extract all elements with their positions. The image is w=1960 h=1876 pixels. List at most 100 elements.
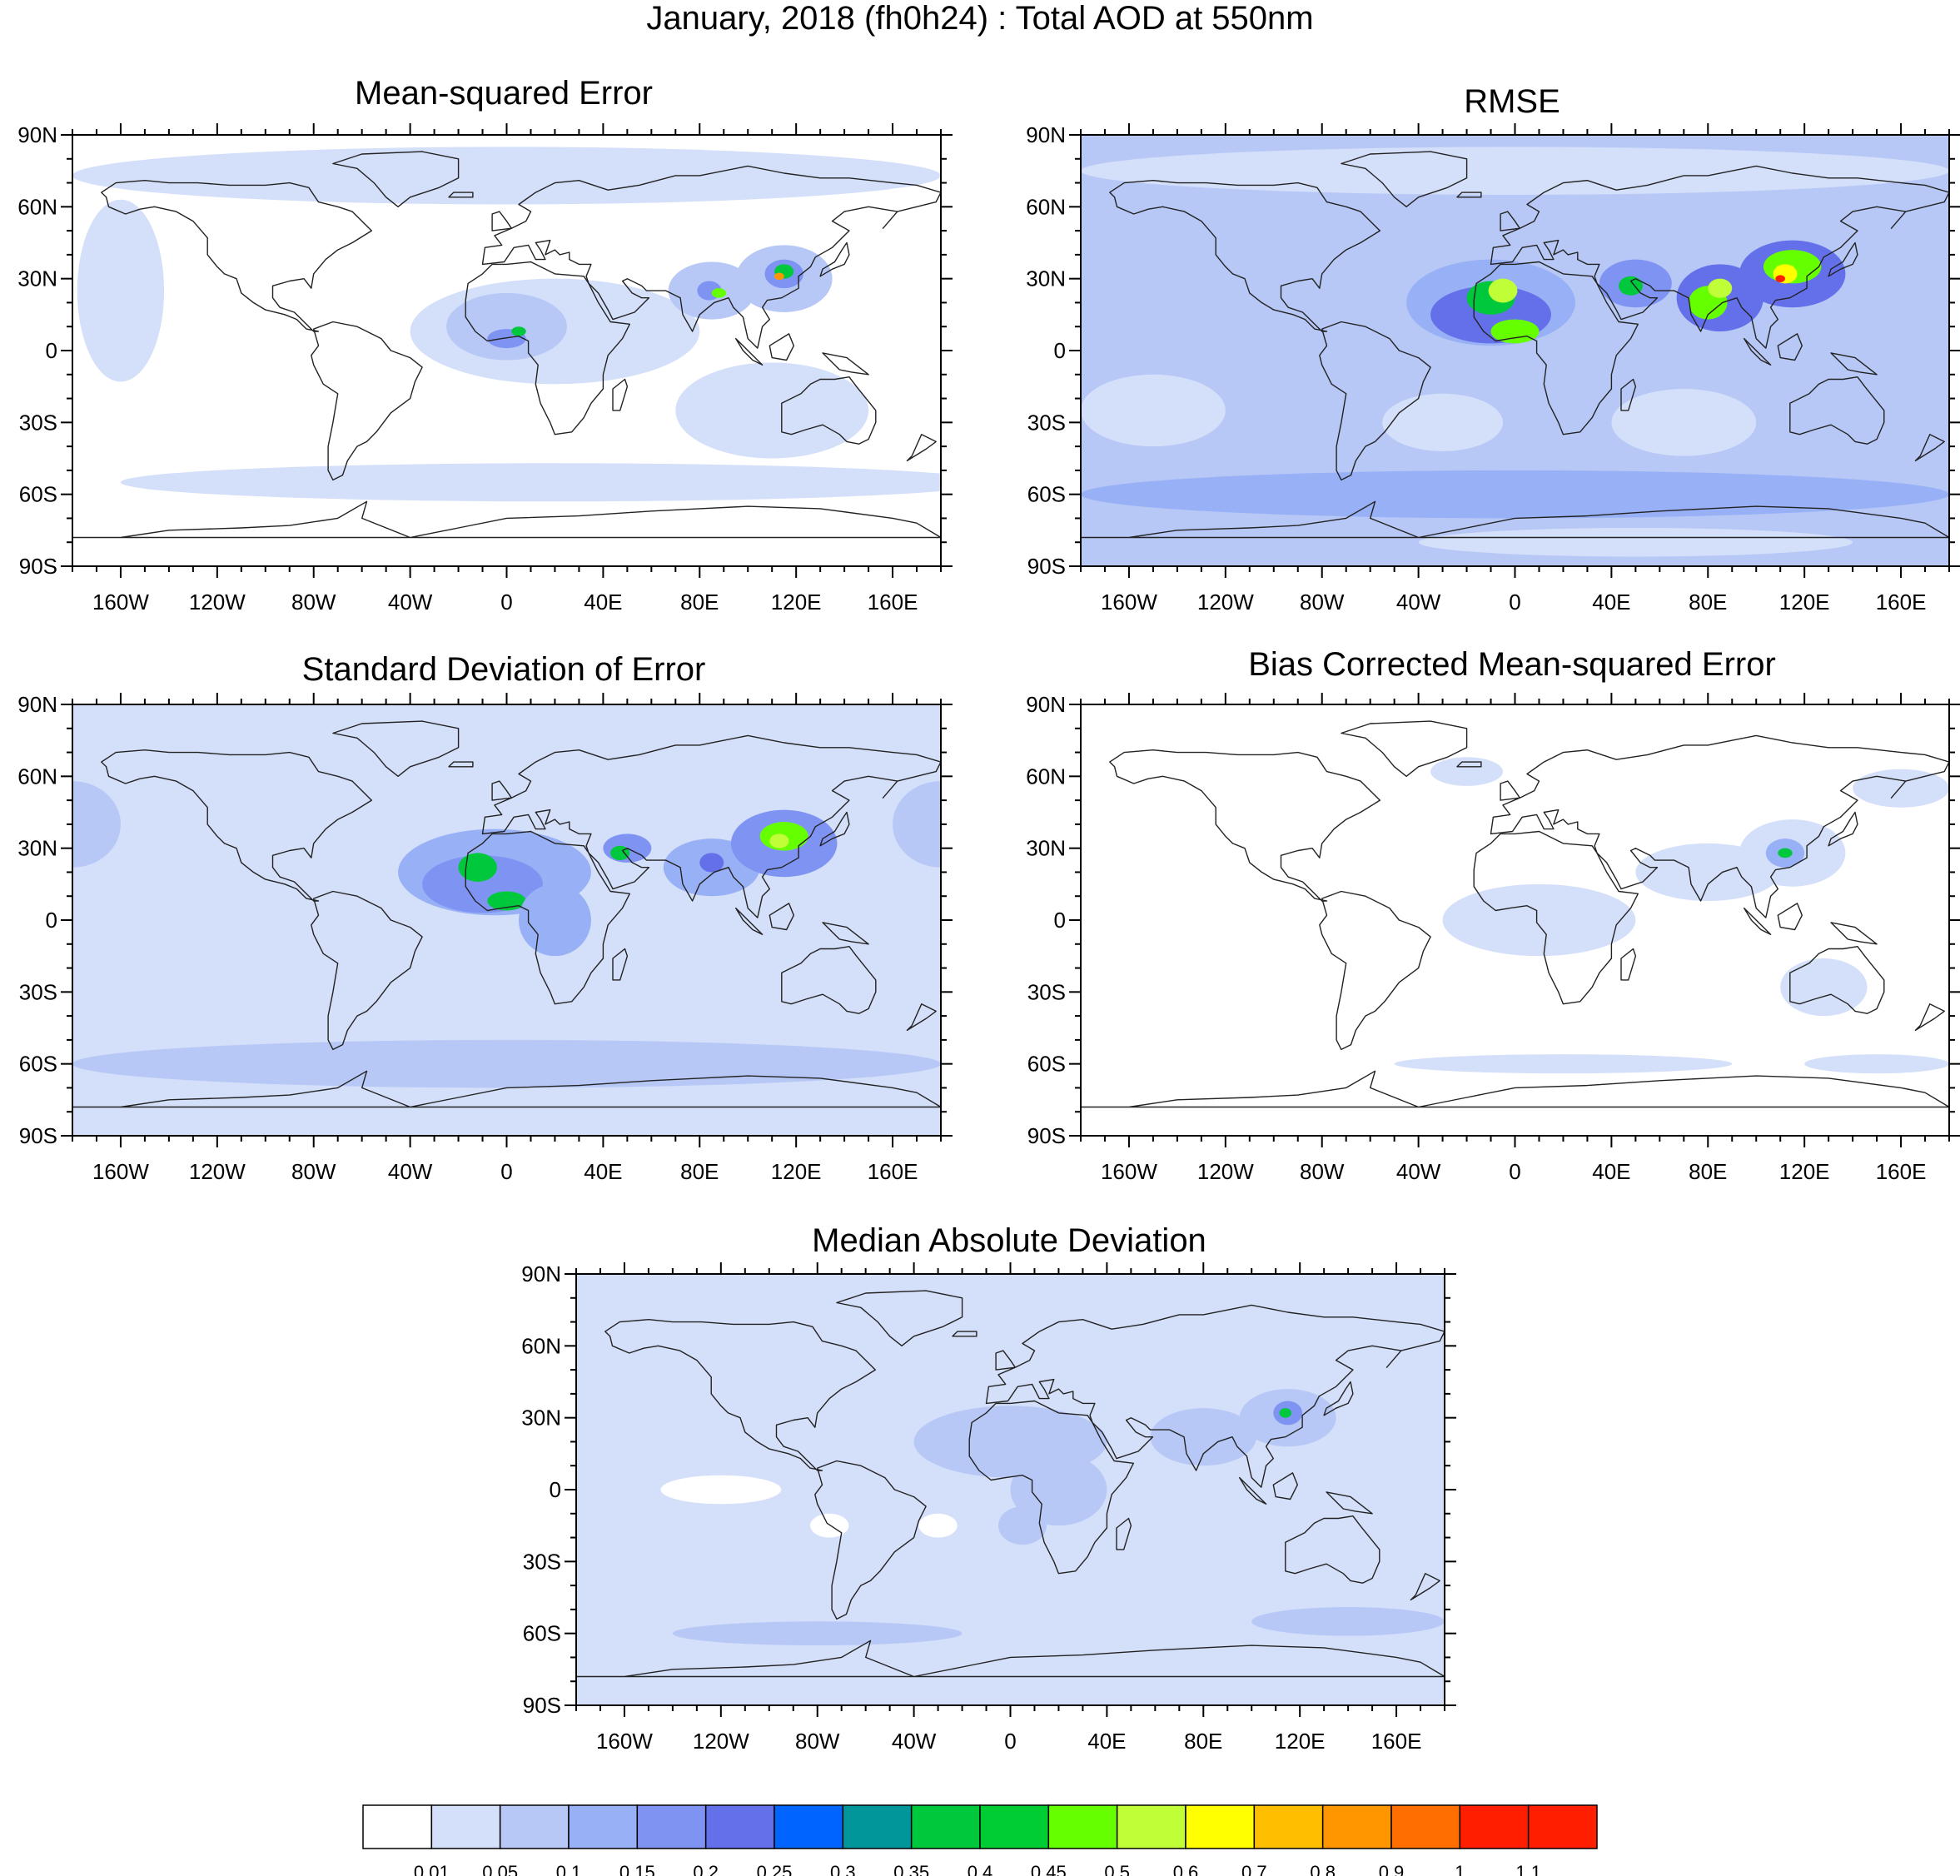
field-std (72, 704, 941, 1136)
lat-tick-label: 0 (46, 908, 57, 933)
colorbar-label: 0.35 (893, 1862, 929, 1876)
coastline (968, 1400, 1134, 1575)
field-patch (893, 781, 941, 868)
lat-tick-label: 60S (1027, 1052, 1066, 1077)
lon-tick-label: 120E (771, 590, 822, 615)
coastlines-mad (576, 1290, 1445, 1678)
field-patch (458, 853, 497, 882)
coastline (481, 165, 941, 349)
field-patch (918, 1513, 958, 1538)
field-patch (1279, 1408, 1292, 1418)
colorbar-swatch (636, 1804, 707, 1849)
colorbar-label: 0.45 (1031, 1862, 1067, 1876)
colorbar-label: 0.8 (1310, 1862, 1336, 1876)
coastline (448, 761, 474, 768)
colorbar-swatch (704, 1804, 775, 1849)
field-patch (446, 292, 567, 361)
coastline (995, 1350, 1016, 1371)
coastline (1777, 333, 1803, 361)
colorbar-label: 0.05 (482, 1862, 518, 1876)
coastline (72, 1070, 941, 1108)
lat-tick-label: 30S (523, 1549, 561, 1574)
lon-tick-label: 80W (291, 590, 336, 615)
lon-tick-label: 160W (596, 1729, 653, 1754)
lon-tick-label: 80E (680, 590, 719, 615)
lon-tick-label: 40W (1396, 1159, 1441, 1184)
lon-tick-label: 120E (1779, 590, 1830, 615)
lat-tick-label: 60S (523, 1621, 561, 1646)
lon-tick-label: 80E (1689, 590, 1727, 615)
lat-tick-label: 90S (1027, 554, 1066, 579)
coastline (1319, 321, 1431, 481)
colorbar-swatch (499, 1804, 570, 1849)
lon-tick-label: 160W (92, 1159, 149, 1184)
coastline (1081, 500, 1949, 539)
panel-title-mse: Mean-squared Error (355, 75, 653, 112)
field-mad (576, 1274, 1445, 1705)
colorbar-swatch (774, 1804, 844, 1849)
map-frame-mad (565, 1262, 1456, 1717)
field-patch (1442, 883, 1636, 957)
lat-tick-label: 30N (521, 1406, 561, 1431)
lon-tick-label: 40W (388, 590, 433, 615)
coastline (465, 830, 630, 1005)
coastline (612, 948, 629, 981)
lat-tick-label: 0 (1054, 908, 1066, 933)
coastline (448, 192, 474, 198)
lon-tick-label: 120E (771, 1159, 822, 1184)
coastline (481, 734, 941, 918)
map-std: 90N 60N 30N 0 30S 60S 90S 160W 120W 80W 40W 0 40E 80E… (17, 692, 953, 1184)
lon-tick-label: 160W (1101, 590, 1157, 615)
coastline (1500, 211, 1520, 231)
field-patch (576, 1650, 1445, 1689)
lat-tick-label: 90S (19, 1123, 57, 1148)
colorbar-label: 0.9 (1379, 1862, 1405, 1876)
coastline (1490, 165, 1949, 349)
coastline (1109, 749, 1380, 902)
coastline (311, 890, 423, 1051)
lon-tick-label: 120W (189, 590, 246, 615)
coastline (1789, 946, 1885, 1014)
coastline (72, 500, 941, 539)
colorbar-swatch (979, 1804, 1050, 1849)
lon-tick-label: 40W (892, 1729, 937, 1754)
coastline (1456, 761, 1482, 768)
coastline (1116, 1517, 1132, 1550)
coastline (1914, 434, 1945, 462)
lon-tick-label: 160E (1371, 1729, 1422, 1754)
coastline (769, 333, 794, 361)
coastline (819, 241, 850, 277)
coastline (906, 1003, 937, 1032)
coastline (1777, 903, 1803, 931)
lon-tick-label: 0 (1509, 590, 1520, 615)
field-patch (711, 288, 727, 298)
lon-tick-label: 160W (1101, 1159, 1157, 1184)
coastline (1744, 337, 1772, 366)
coastline (781, 946, 877, 1014)
lat-tick-label: 60N (17, 764, 57, 789)
lon-tick-label: 40E (1592, 590, 1630, 615)
coastline (735, 337, 764, 366)
lat-tick-label: 90S (523, 1693, 561, 1718)
map-rmse: 90N 60N 30N 0 30S 60S 90S 160W 120W 80W 40W 0 40E 80E… (1026, 122, 1960, 615)
panel-title-bcmse: Bias Corrected Mean-squared Error (1248, 646, 1776, 683)
field-patch (1418, 527, 1853, 557)
colorbar-label: 0.15 (619, 1862, 655, 1876)
coastlines-bcmse (1081, 720, 1949, 1108)
map-mad: 90N 60N 30N 0 30S 60S 90S 160W 120W 80W 40W 0 40E 80E… (521, 1261, 1456, 1754)
lat-tick-label: 90N (1026, 122, 1066, 147)
lat-tick-label: 90S (19, 554, 57, 579)
ticks-mse (61, 123, 953, 578)
coastline (1081, 1070, 1949, 1108)
ticks-mad (565, 1262, 1456, 1717)
lon-tick-label: 160E (868, 1159, 918, 1184)
coastlines-std (72, 720, 941, 1108)
coastline (491, 211, 512, 231)
colorbar-swatch (1185, 1804, 1256, 1849)
lat-tick-label: 90N (1026, 692, 1066, 717)
main-title: January, 2018 (fh0h24) : Total AOD at 55… (646, 0, 1314, 37)
coastline (1490, 734, 1949, 918)
colorbar-label: 0.6 (1173, 1862, 1199, 1876)
lat-tick-label: 30S (1027, 979, 1066, 1004)
lat-tick-label: 60N (17, 194, 57, 219)
